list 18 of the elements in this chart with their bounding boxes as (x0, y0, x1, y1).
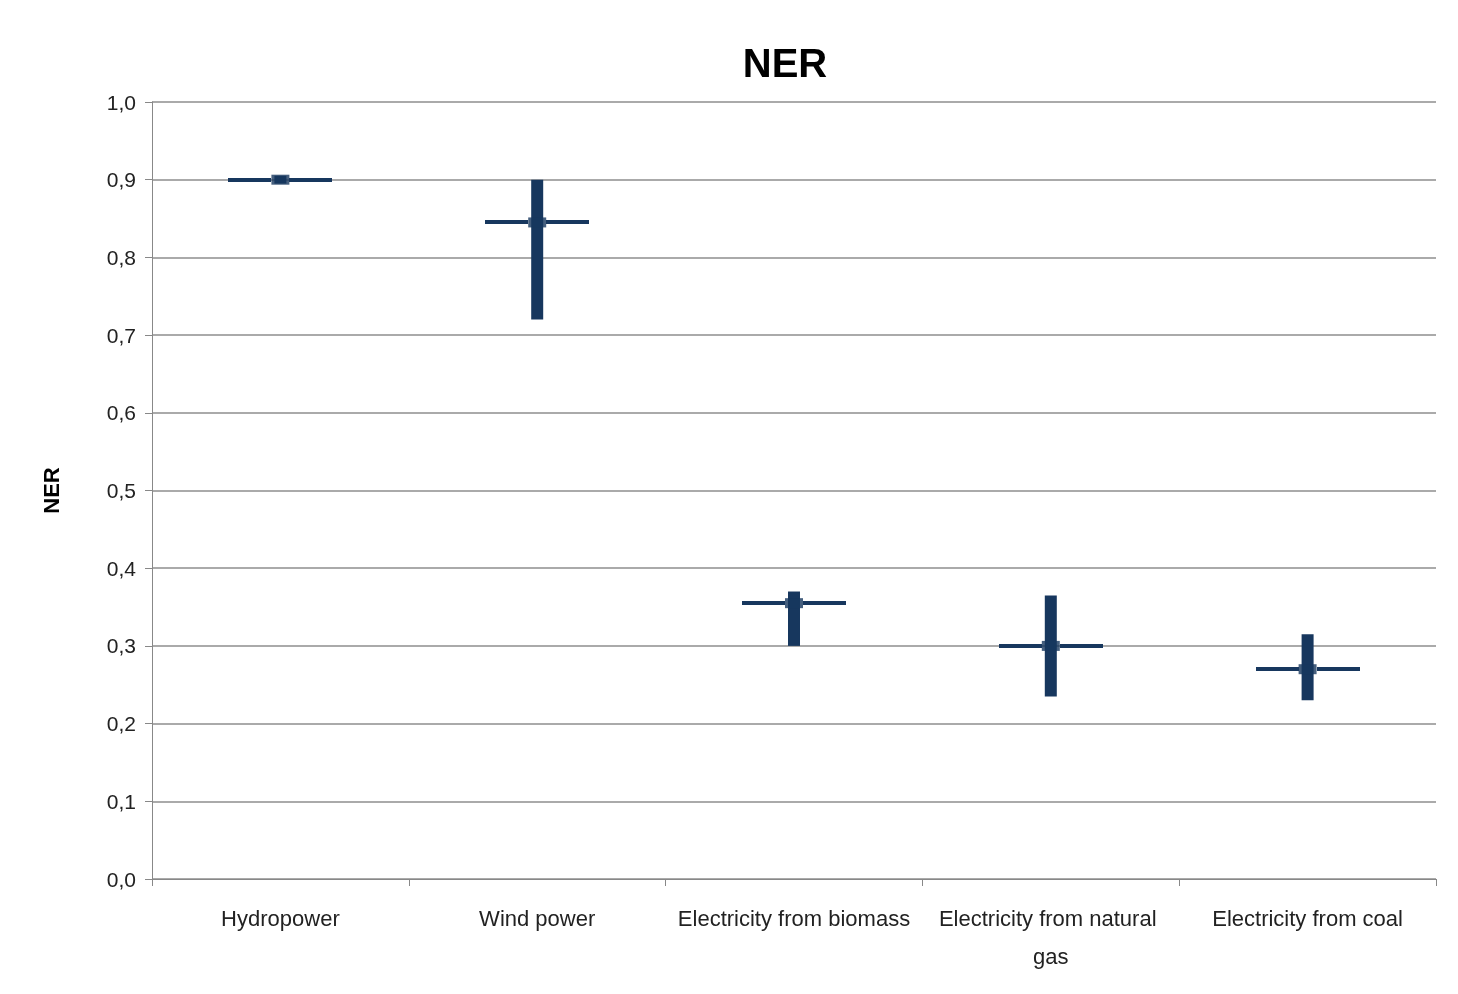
x-tick-label: Hydropower (221, 905, 340, 931)
x-tick-label: Wind power (479, 905, 596, 931)
x-tick-label: Electricity from coal (1212, 905, 1403, 931)
x-tick-label: Electricity from natural gas (938, 905, 1163, 969)
y-tick-label: 0,5 (106, 479, 136, 502)
x-tick-label: Electricity from biomass (677, 905, 911, 931)
chart-title: NER (742, 41, 828, 85)
y-tick-label: 1,0 (106, 90, 136, 114)
y-tick-label: 0,7 (106, 323, 136, 347)
y-tick-label: 0,9 (106, 168, 136, 192)
y-tick-label: 0,4 (106, 556, 137, 580)
y-tick-label: 0,3 (106, 634, 136, 658)
y-tick-label: 0,6 (106, 401, 136, 425)
y-tick-label: 0,2 (106, 712, 136, 736)
y-axis-title: NER (38, 467, 64, 514)
y-tick-label: 0,0 (106, 867, 136, 891)
y-tick-label: 0,8 (106, 245, 136, 269)
y-tick-label: 0,1 (106, 789, 136, 813)
